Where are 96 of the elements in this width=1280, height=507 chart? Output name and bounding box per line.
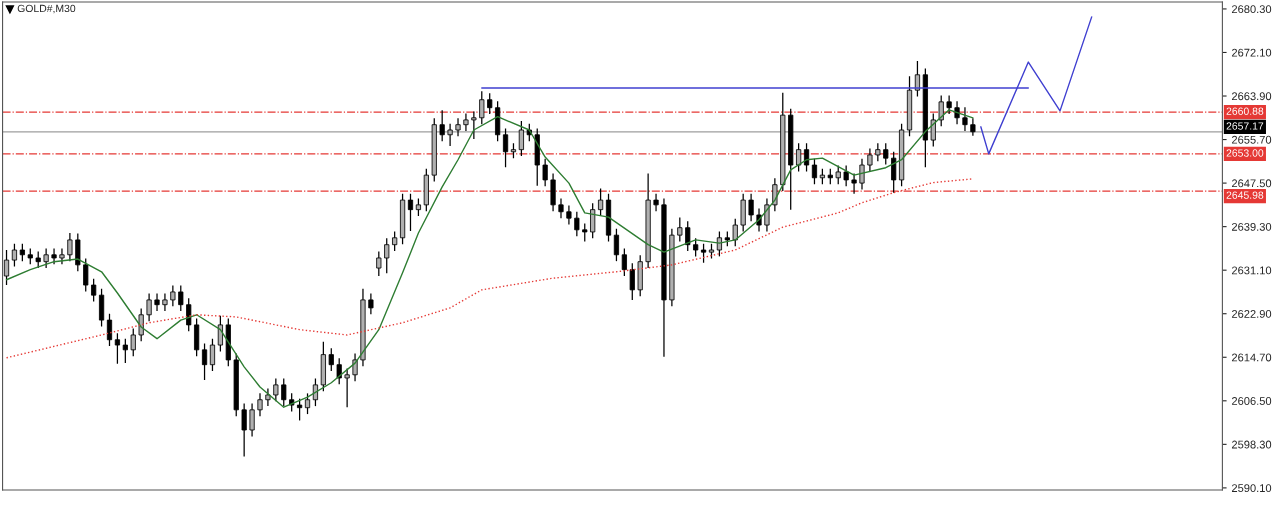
- candlestick: [439, 109, 445, 142]
- ref-line-label: 2657.17: [1226, 122, 1264, 130]
- candlestick: [376, 250, 382, 277]
- candlestick: [566, 204, 572, 226]
- candlestick: [106, 313, 113, 347]
- candlestick: [621, 247, 627, 277]
- candlestick: [130, 327, 136, 357]
- candlestick: [502, 127, 509, 168]
- candlestick: [257, 392, 263, 417]
- candlestick: [281, 377, 287, 407]
- candlestick: [122, 338, 128, 364]
- candlestick: [328, 347, 334, 372]
- candlestick: [91, 278, 97, 303]
- candlestick: [186, 297, 192, 332]
- candlestick: [297, 398, 303, 422]
- candlestick: [138, 307, 144, 342]
- candlestick: [677, 216, 683, 243]
- candlestick: [241, 402, 247, 458]
- candlestick: [43, 247, 49, 269]
- candlestick: [875, 142, 881, 162]
- candlestick: [930, 112, 936, 148]
- candlestick: [407, 193, 414, 232]
- candlestick: [217, 315, 223, 353]
- y-tick-label: 2655.70: [1231, 135, 1272, 144]
- candlestick: [209, 338, 216, 372]
- candlestick: [162, 292, 168, 312]
- candlestick: [170, 284, 176, 307]
- ref-line-label: 2653.00: [1226, 149, 1264, 157]
- candlestick: [11, 243, 18, 268]
- ref-line-label: 2645.98: [1226, 191, 1264, 199]
- candlestick: [146, 292, 152, 322]
- candlestick: [249, 402, 255, 438]
- candlestick: [748, 193, 754, 222]
- y-tick-label: 2639.30: [1231, 222, 1272, 231]
- candlestick: [590, 202, 596, 239]
- candlestick: [368, 292, 374, 315]
- candlestick: [653, 193, 659, 212]
- candlestick: [700, 243, 707, 264]
- candlestick: [732, 218, 738, 247]
- candlestick: [479, 90, 485, 125]
- candlestick: [67, 232, 73, 262]
- candlestick: [114, 332, 121, 365]
- candlestick: [598, 187, 604, 217]
- candlestick: [764, 197, 770, 233]
- y-tick-label: 2614.70: [1231, 353, 1272, 362]
- candlestick: [304, 392, 311, 415]
- candlestick: [883, 142, 889, 166]
- y-tick-label: 2598.30: [1231, 440, 1272, 449]
- candlestick: [455, 117, 461, 137]
- candlestick: [582, 222, 588, 243]
- candlestick: [970, 117, 976, 137]
- candlestick: [3, 249, 10, 286]
- candlestick: [693, 237, 699, 258]
- candlestick: [344, 367, 350, 408]
- y-tick-label: 2680.30: [1231, 5, 1272, 14]
- y-tick-label: 2606.50: [1231, 397, 1272, 405]
- y-tick-label: 2631.10: [1231, 266, 1272, 275]
- candlestick: [154, 292, 160, 312]
- y-tick-label: 2622.90: [1231, 309, 1272, 318]
- candlestick: [447, 123, 453, 147]
- candlestick: [392, 230, 398, 252]
- candlestick: [518, 120, 524, 157]
- candlestick: [201, 342, 208, 381]
- candlestick: [574, 211, 580, 237]
- candlestick: [613, 228, 620, 262]
- candlestick: [178, 284, 184, 312]
- candlestick: [83, 257, 89, 293]
- ref-line-label: 2660.88: [1226, 107, 1264, 115]
- candlestick: [867, 147, 873, 173]
- chart-title: GOLD#,M30: [17, 4, 76, 14]
- candlestick: [336, 357, 342, 385]
- candlestick: [629, 262, 635, 301]
- candlestick: [962, 106, 968, 132]
- candlestick: [542, 158, 548, 187]
- candlestick: [772, 177, 778, 212]
- candlestick: [891, 151, 897, 194]
- candlestick: [463, 112, 469, 132]
- candlestick: [471, 110, 477, 140]
- y-tick-label: 2647.50: [1231, 179, 1272, 188]
- candlestick: [811, 158, 818, 185]
- candlestick: [685, 220, 691, 252]
- candlestick: [803, 142, 810, 173]
- candlestick: [946, 94, 952, 115]
- y-tick-label: 2590.10: [1231, 484, 1272, 493]
- candlestick: [938, 94, 944, 127]
- y-tick-label: 2672.10: [1231, 48, 1272, 57]
- candlestick: [352, 352, 358, 382]
- candlestick: [558, 197, 564, 219]
- candlestick: [384, 237, 390, 274]
- candlestick: [859, 158, 865, 191]
- candlestick: [796, 142, 802, 173]
- y-tick-label: 2663.90: [1231, 92, 1272, 101]
- candlestick: [487, 92, 493, 115]
- candlestick: [59, 247, 65, 265]
- candlestick: [843, 164, 849, 187]
- candlestick: [51, 247, 57, 265]
